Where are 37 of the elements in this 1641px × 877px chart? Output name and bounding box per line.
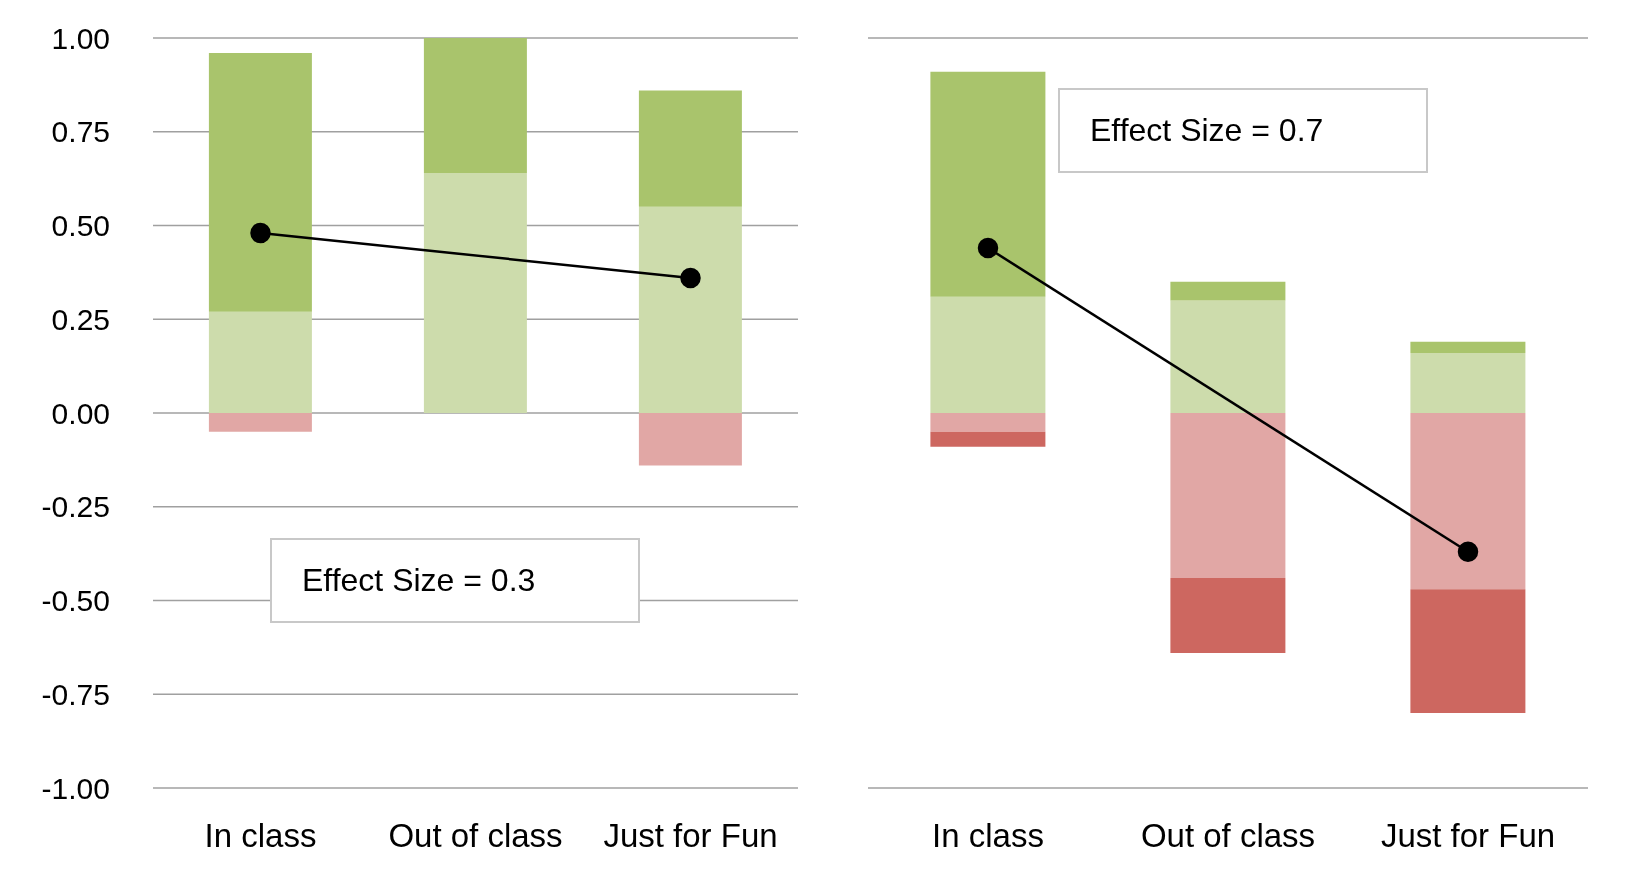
x-tick-label: In class [204,817,317,855]
x-tick-label: Out of class [388,817,563,855]
bar [208,53,312,312]
y-tick-label: 0.00 [51,396,110,430]
y-tick-label: -1.00 [41,771,110,805]
bar [423,173,527,413]
bar [208,413,312,432]
y-tick-label: 0.75 [51,115,110,149]
y-tick-label: 0.25 [51,302,110,336]
bar [1410,589,1526,713]
bar [1170,281,1286,301]
bar [638,90,742,207]
text-box: Effect Size = 0.7 [1058,88,1428,173]
bar [1410,413,1526,590]
bar [930,296,1046,413]
bar [930,431,1046,447]
y-tick-label: 1.00 [51,21,110,55]
bar [638,413,742,466]
bar [638,206,742,413]
bar [1410,341,1526,353]
y-tick-label: -0.75 [41,677,110,711]
x-tick-label: Out of class [1140,817,1316,855]
y-tick-label: -0.50 [41,584,110,618]
bar [1170,300,1286,413]
x-tick-label: Just for Fun [603,817,778,855]
y-tick-label: 0.50 [51,209,110,243]
bar [1170,413,1286,578]
x-tick-label: Just for Fun [1380,817,1556,855]
bar [930,71,1046,297]
bar [1170,578,1286,653]
bar [208,311,312,413]
bar [930,413,1046,432]
bar [423,38,527,173]
x-tick-label: In class [932,817,1044,855]
bar [1410,353,1526,413]
y-tick-label: -0.25 [41,490,110,524]
text-box: Effect Size = 0.3 [270,538,640,623]
